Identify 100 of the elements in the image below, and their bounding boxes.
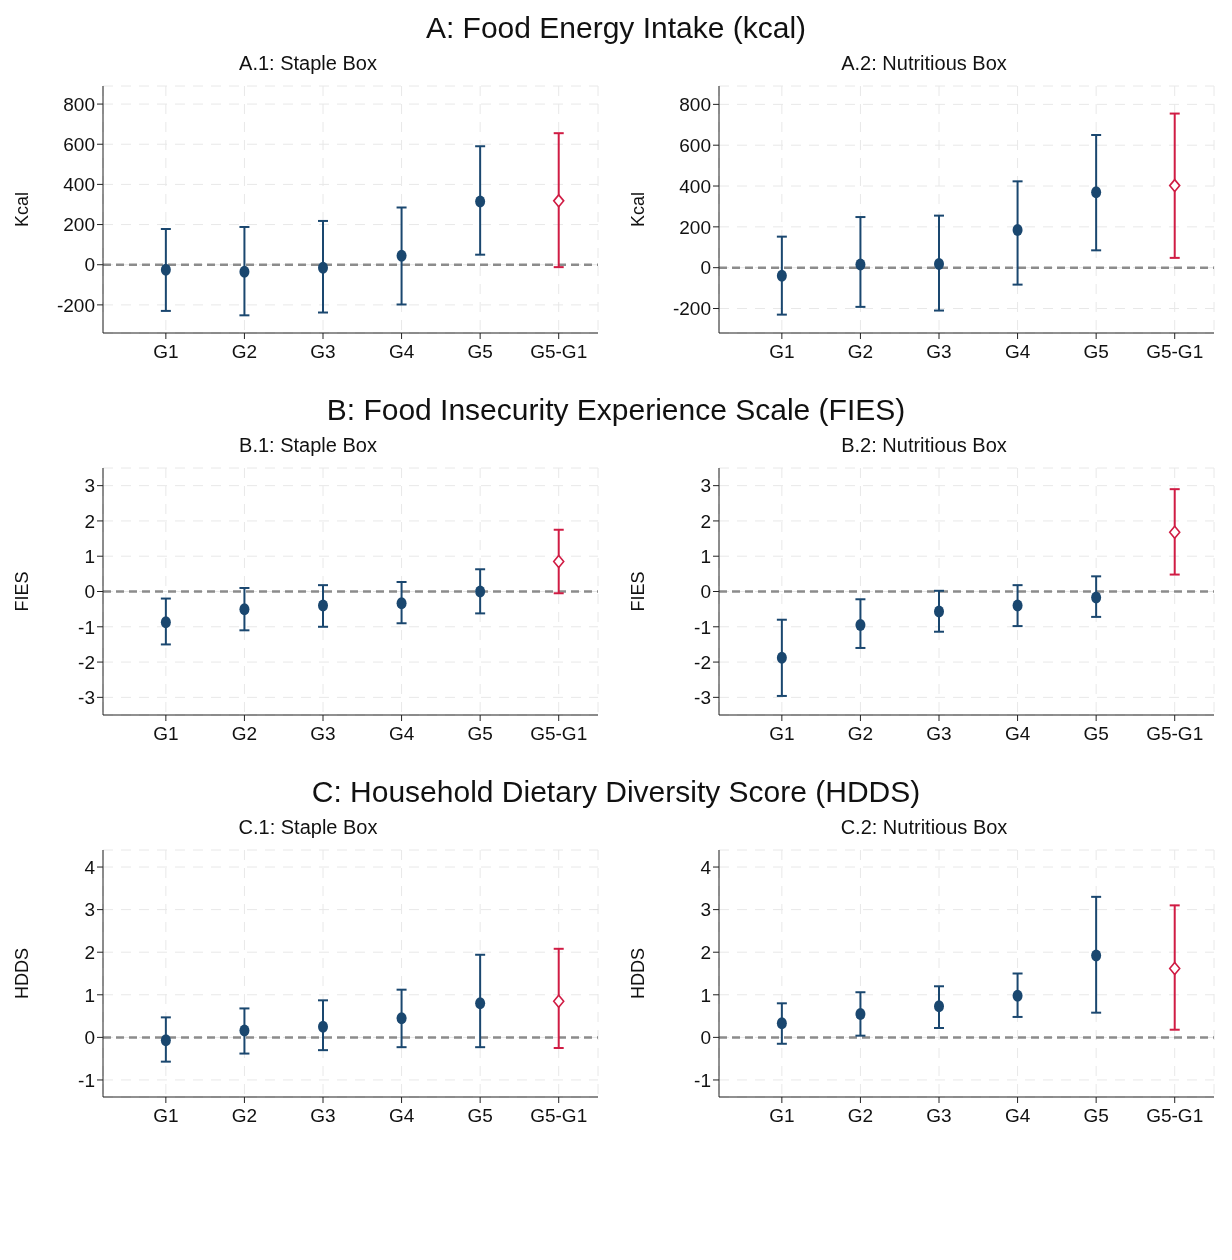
point bbox=[934, 1000, 944, 1013]
x-tick-label: G3 bbox=[310, 1105, 336, 1127]
point bbox=[396, 597, 407, 610]
y-tick-label: 2 bbox=[84, 510, 95, 532]
y-tick-label: 0 bbox=[84, 581, 95, 603]
x-tick-label: G2 bbox=[231, 341, 258, 363]
y-tick-label: 3 bbox=[84, 899, 95, 921]
point bbox=[475, 585, 486, 598]
x-tick-label: G3 bbox=[926, 341, 952, 363]
y-tick-label: -3 bbox=[694, 687, 711, 709]
x-tick-label: G3 bbox=[926, 723, 952, 745]
y-axis-title: FIES bbox=[12, 571, 33, 612]
y-axis-title: HDDS bbox=[12, 947, 33, 1000]
point bbox=[160, 263, 171, 276]
text: C: Household Dietary Diversity Score (HDDS) bbox=[310, 774, 922, 810]
x-tick-label: G2 bbox=[231, 1105, 258, 1127]
y-tick-label: 200 bbox=[63, 214, 95, 236]
point bbox=[934, 258, 944, 270]
x-tick-label: G4 bbox=[388, 1105, 415, 1127]
point bbox=[318, 261, 328, 274]
point bbox=[1091, 186, 1102, 199]
chart-title: C.1: Staple Box bbox=[237, 816, 379, 840]
point bbox=[1168, 178, 1181, 193]
y-tick-label: 3 bbox=[700, 475, 711, 497]
point bbox=[1012, 989, 1023, 1002]
y-tick-label: -1 bbox=[694, 616, 711, 638]
point bbox=[552, 194, 565, 208]
point bbox=[855, 619, 866, 632]
y-tick-label: 400 bbox=[679, 175, 711, 197]
x-tick-label: G4 bbox=[388, 723, 415, 745]
y-tick-label: 3 bbox=[700, 899, 711, 921]
y-tick-label: 1 bbox=[700, 545, 711, 567]
point bbox=[396, 249, 407, 262]
point bbox=[552, 554, 565, 569]
x-tick-label: G5 bbox=[1083, 341, 1109, 363]
point bbox=[552, 994, 565, 1008]
chart-title: A.1: Staple Box bbox=[238, 52, 378, 76]
y-tick-label: 0 bbox=[84, 1027, 95, 1049]
x-tick-label: G4 bbox=[1004, 1105, 1031, 1127]
y-tick-label: -1 bbox=[78, 1069, 95, 1091]
point bbox=[318, 599, 328, 612]
point bbox=[1168, 961, 1181, 976]
x-tick-label: G5 bbox=[467, 341, 493, 363]
chart-title: C.2: Nutritious Box bbox=[839, 816, 1009, 840]
x-tick-label: G5-G1 bbox=[1146, 341, 1204, 363]
y-tick-label: 0 bbox=[84, 254, 95, 276]
y-tick-label: -2 bbox=[78, 651, 95, 673]
x-tick-label: G5-G1 bbox=[530, 1105, 588, 1127]
text: A: Food Energy Intake (kcal) bbox=[424, 10, 808, 46]
x-tick-label: G2 bbox=[847, 723, 874, 745]
chart-title: B.2: Nutritious Box bbox=[840, 434, 1008, 458]
x-tick-label: G5 bbox=[1083, 723, 1109, 745]
x-tick-label: G2 bbox=[847, 1105, 874, 1127]
y-tick-label: 600 bbox=[679, 134, 711, 156]
y-axis-title: HDDS bbox=[628, 947, 649, 1000]
x-tick-label: G5-G1 bbox=[1146, 1105, 1204, 1127]
y-tick-label: 0 bbox=[700, 257, 711, 279]
x-tick-label: G2 bbox=[231, 723, 258, 745]
point bbox=[1091, 591, 1102, 604]
x-tick-label: G1 bbox=[769, 723, 795, 745]
point bbox=[776, 651, 787, 664]
point bbox=[776, 1017, 787, 1030]
y-tick-label: 1 bbox=[84, 984, 95, 1006]
y-tick-label: -2 bbox=[694, 651, 711, 673]
y-tick-label: 3 bbox=[84, 475, 95, 497]
y-tick-label: 2 bbox=[84, 941, 95, 963]
point bbox=[160, 616, 171, 629]
y-tick-label: -200 bbox=[672, 298, 711, 320]
y-tick-label: -3 bbox=[78, 687, 95, 709]
x-tick-label: G1 bbox=[153, 723, 179, 745]
x-tick-label: G1 bbox=[769, 1105, 795, 1127]
chart-title: B.1: Staple Box bbox=[238, 434, 378, 458]
point bbox=[239, 603, 250, 616]
point bbox=[1091, 949, 1102, 962]
x-tick-label: G5-G1 bbox=[530, 723, 588, 745]
x-tick-label: G4 bbox=[1004, 723, 1031, 745]
y-tick-label: 4 bbox=[700, 856, 712, 878]
point bbox=[239, 265, 250, 278]
y-tick-label: 2 bbox=[700, 510, 711, 532]
x-tick-label: G2 bbox=[847, 341, 874, 363]
point bbox=[396, 1012, 407, 1025]
y-tick-label: 800 bbox=[63, 93, 95, 115]
y-tick-label: -1 bbox=[694, 1069, 711, 1091]
x-tick-label: G4 bbox=[1004, 341, 1031, 363]
x-tick-label: G3 bbox=[310, 723, 336, 745]
y-axis-title: Kcal bbox=[12, 191, 33, 228]
point bbox=[855, 258, 866, 271]
point bbox=[934, 605, 944, 618]
y-tick-label: 600 bbox=[63, 133, 95, 155]
x-tick-label: G1 bbox=[153, 1105, 179, 1127]
y-tick-label: 0 bbox=[700, 1027, 711, 1049]
x-tick-label: G5 bbox=[467, 1105, 493, 1127]
y-tick-label: 400 bbox=[63, 174, 95, 196]
x-tick-label: G5 bbox=[467, 723, 493, 745]
y-tick-label: -1 bbox=[78, 616, 95, 638]
point bbox=[1168, 525, 1181, 540]
x-tick-label: G5 bbox=[1083, 1105, 1109, 1127]
x-tick-label: G5-G1 bbox=[1146, 723, 1204, 745]
y-tick-label: 0 bbox=[700, 581, 711, 603]
point bbox=[160, 1034, 171, 1047]
